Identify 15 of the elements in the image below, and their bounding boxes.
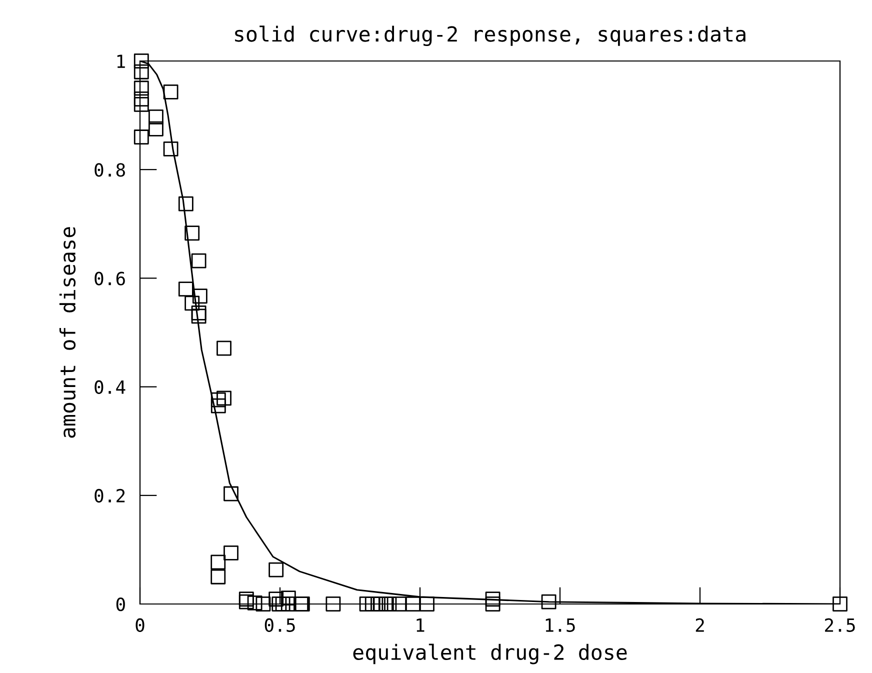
x-tick-label: 0.5 xyxy=(264,618,295,632)
x-tick-label: 1.5 xyxy=(546,618,575,632)
y-tick-label: 1 xyxy=(117,54,125,68)
chart-title: solid curve:drug-2 response, squares:data xyxy=(235,26,746,46)
y-tick-label: 0.2 xyxy=(94,488,125,503)
x-axis-title: equivalent drug-2 dose xyxy=(353,644,627,664)
x-tick-label: 2 xyxy=(696,618,704,632)
y-tick-label: 0 xyxy=(116,598,125,612)
y-tick-label: 0.6 xyxy=(94,272,125,286)
x-tick-label: 2.5 xyxy=(825,618,855,632)
y-tick-label: 0.4 xyxy=(94,380,126,394)
y-axis-title: amount of disease xyxy=(59,227,76,438)
x-tick-label: 1 xyxy=(416,618,424,632)
x-tick-label: 0 xyxy=(136,618,144,632)
y-tick-label: 0.8 xyxy=(94,163,125,177)
